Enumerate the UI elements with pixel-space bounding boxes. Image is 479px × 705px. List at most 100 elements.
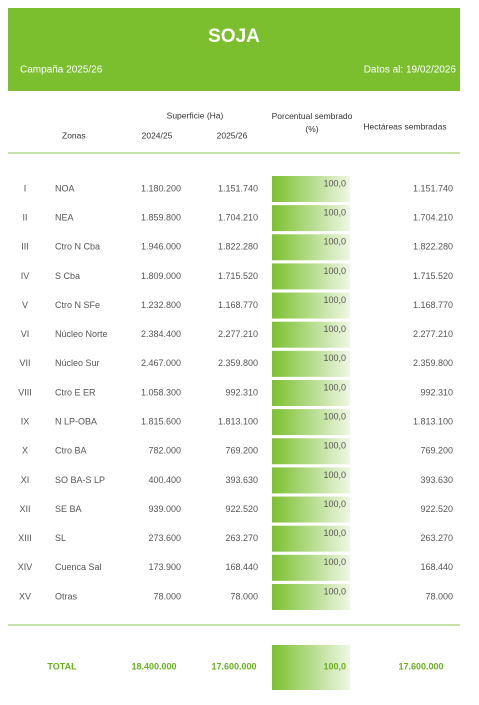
- percent-box: [272, 496, 350, 523]
- zone-number: XII: [19, 504, 30, 514]
- zone-name: N LP-OBA: [55, 416, 97, 426]
- percent: 100,0: [323, 266, 346, 276]
- col-header: Zonas: [62, 130, 86, 140]
- percent-box: [272, 350, 350, 377]
- zone-number: VI: [21, 329, 30, 339]
- percent-box: [272, 379, 350, 406]
- total-percent: 100,0: [323, 661, 346, 671]
- percent: 100,0: [323, 470, 346, 480]
- percent-box: [272, 321, 350, 348]
- surface-prev: 1.946.000: [141, 242, 181, 252]
- surface-curr: 1.168.770: [218, 300, 258, 310]
- surface-curr: 1.151.740: [218, 183, 258, 193]
- zone-name: Ctro E ER: [55, 387, 96, 397]
- date: Datos al: 19/02/2026: [364, 65, 457, 76]
- percent: 100,0: [323, 324, 346, 334]
- percent-box: [272, 583, 350, 610]
- zone-number: XV: [19, 591, 31, 601]
- surface-prev: 2.467.000: [141, 358, 181, 368]
- zone-name: NEA: [55, 213, 74, 223]
- col-header: Porcentual sembrado (%): [271, 111, 353, 134]
- col-header: Hectáreas sembradas: [363, 121, 446, 131]
- zone-name: SE BA: [55, 504, 82, 514]
- percent-box: [272, 292, 350, 319]
- zone-number: XI: [21, 475, 30, 485]
- surface-curr: 1.813.100: [218, 416, 258, 426]
- percent-box: [272, 409, 350, 436]
- zone-name: SL: [55, 533, 66, 543]
- percent-box: [272, 234, 350, 261]
- sown: 992.310: [420, 387, 453, 397]
- zone-number: X: [22, 446, 28, 456]
- title: SOJA: [208, 26, 260, 47]
- percent-box: [272, 467, 350, 494]
- surface-curr: 168.440: [225, 562, 258, 572]
- percent: 100,0: [323, 208, 346, 218]
- percent: 100,0: [323, 441, 346, 451]
- surface-curr: 263.270: [225, 533, 258, 543]
- surface-curr: 1.704.210: [218, 213, 258, 223]
- percent: 100,0: [323, 353, 346, 363]
- zone-name: Núcleo Sur: [55, 358, 100, 368]
- percent: 100,0: [323, 528, 346, 538]
- zone-name: Cuenca Sal: [55, 562, 102, 572]
- col-header: Superficie (Ha): [167, 110, 224, 120]
- surface-prev: 1.815.600: [141, 416, 181, 426]
- col-header: 2024/25: [142, 130, 173, 140]
- surface-curr: 2.359.800: [218, 358, 258, 368]
- surface-prev: 173.900: [148, 562, 181, 572]
- surface-curr: 78.000: [230, 591, 258, 601]
- col-header-wrap: Porcentual sembrado (%): [271, 111, 353, 134]
- percent: 100,0: [323, 411, 346, 421]
- zone-number: VII: [19, 358, 30, 368]
- surface-curr: 1.822.280: [218, 242, 258, 252]
- sown: 1.813.100: [413, 416, 453, 426]
- col-header: 2025/26: [217, 130, 248, 140]
- rows: I NOA 1.180.200 1.151.740 100,0 1.151.740 II NE…: [18, 176, 453, 690]
- surface-prev: 273.600: [148, 533, 181, 543]
- surface-prev: 1.809.000: [141, 271, 181, 281]
- surface-prev: 1.180.200: [141, 183, 181, 193]
- surface-prev: 400.400: [148, 475, 181, 485]
- surface-prev: 1.859.800: [141, 213, 181, 223]
- percent-box: [272, 554, 350, 581]
- zone-number: I: [24, 183, 27, 193]
- zone-name: Ctro N Cba: [55, 242, 100, 252]
- sown: 922.520: [420, 504, 453, 514]
- percent-box: [272, 176, 350, 202]
- zone-number: IV: [21, 271, 30, 281]
- zone-number: II: [22, 213, 27, 223]
- surface-curr: 2.277.210: [218, 329, 258, 339]
- surface-curr: 769.200: [225, 446, 258, 456]
- zone-name: Ctro N SFe: [55, 300, 100, 310]
- sown: 769.200: [420, 446, 453, 456]
- zone-name: NOA: [55, 183, 75, 193]
- zone-name: Ctro BA: [55, 446, 87, 456]
- surface-prev: 2.384.400: [141, 329, 181, 339]
- percent-box: [272, 645, 350, 690]
- sown: 1.151.740: [413, 183, 453, 193]
- sown: 168.440: [420, 562, 453, 572]
- zone-number: III: [21, 242, 29, 252]
- surface-prev: 939.000: [148, 504, 181, 514]
- total-label: TOTAL: [47, 661, 77, 671]
- zone-number: VIII: [18, 387, 32, 397]
- surface-curr: 393.630: [225, 475, 258, 485]
- sown: 2.277.210: [413, 329, 453, 339]
- total-curr: 17.600.000: [211, 661, 256, 671]
- percent-box: [272, 438, 350, 465]
- percent: 100,0: [323, 557, 346, 567]
- zone-number: XIII: [18, 533, 32, 543]
- percent: 100,0: [323, 382, 346, 392]
- sown: 1.822.280: [413, 242, 453, 252]
- surface-prev: 1.058.300: [141, 387, 181, 397]
- zone-name: SO BA-S LP: [55, 475, 105, 485]
- sown: 393.630: [420, 475, 453, 485]
- percent: 100,0: [323, 295, 346, 305]
- zone-number: XIV: [18, 562, 33, 572]
- percent: 100,0: [323, 499, 346, 509]
- percent-box: [272, 525, 350, 552]
- surface-curr: 922.520: [225, 504, 258, 514]
